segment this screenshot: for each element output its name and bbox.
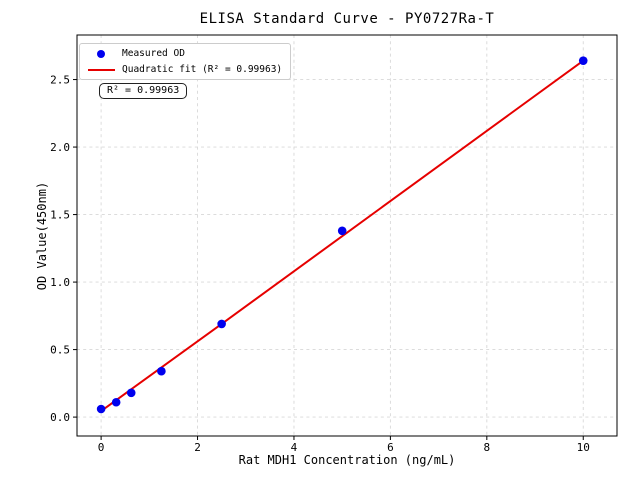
y-tick-label: 0.0	[50, 411, 70, 424]
data-point	[337, 226, 347, 236]
x-tick-label: 10	[577, 441, 590, 454]
red-line-marker-icon	[87, 68, 115, 71]
data-point	[126, 388, 136, 398]
y-tick-label: 1.5	[50, 209, 70, 222]
y-tick-label: 0.5	[50, 344, 70, 357]
legend-item-measured-od: Measured OD	[85, 47, 282, 60]
y-tick-label: 2.5	[50, 74, 70, 87]
y-tick-label: 1.0	[50, 276, 70, 289]
data-point	[578, 56, 588, 65]
x-tick-label: 0	[98, 441, 105, 454]
x-tick-label: 2	[194, 441, 201, 454]
data-point	[96, 404, 106, 414]
plot-frame	[76, 34, 618, 437]
x-tick-label: 6	[387, 441, 394, 454]
fit-line	[100, 59, 585, 413]
r-squared-annotation: R² = 0.99963	[99, 83, 188, 99]
legend: Measured OD Quadratic fit (R² = 0.99963)	[79, 43, 292, 80]
y-tick-label: 2.0	[50, 141, 70, 154]
legend-marker-cell	[85, 68, 117, 71]
data-point	[217, 319, 226, 329]
legend-item-quadratic-fit: Quadratic fit (R² = 0.99963)	[85, 63, 282, 76]
legend-label-quadratic-fit: Quadratic fit (R² = 0.99963)	[122, 64, 283, 75]
x-tick-label: 4	[291, 441, 298, 454]
x-axis-label: Rat MDH1 Concentration (ng/mL)	[238, 453, 456, 467]
blue-dot-marker-icon	[97, 49, 105, 58]
data-point	[157, 366, 166, 376]
data-point	[111, 397, 121, 407]
legend-label-measured-od: Measured OD	[122, 48, 185, 59]
legend-marker-cell	[85, 49, 117, 58]
chart-title: ELISA Standard Curve - PY0727Ra-T	[199, 11, 495, 27]
x-tick-label: 8	[484, 441, 491, 454]
